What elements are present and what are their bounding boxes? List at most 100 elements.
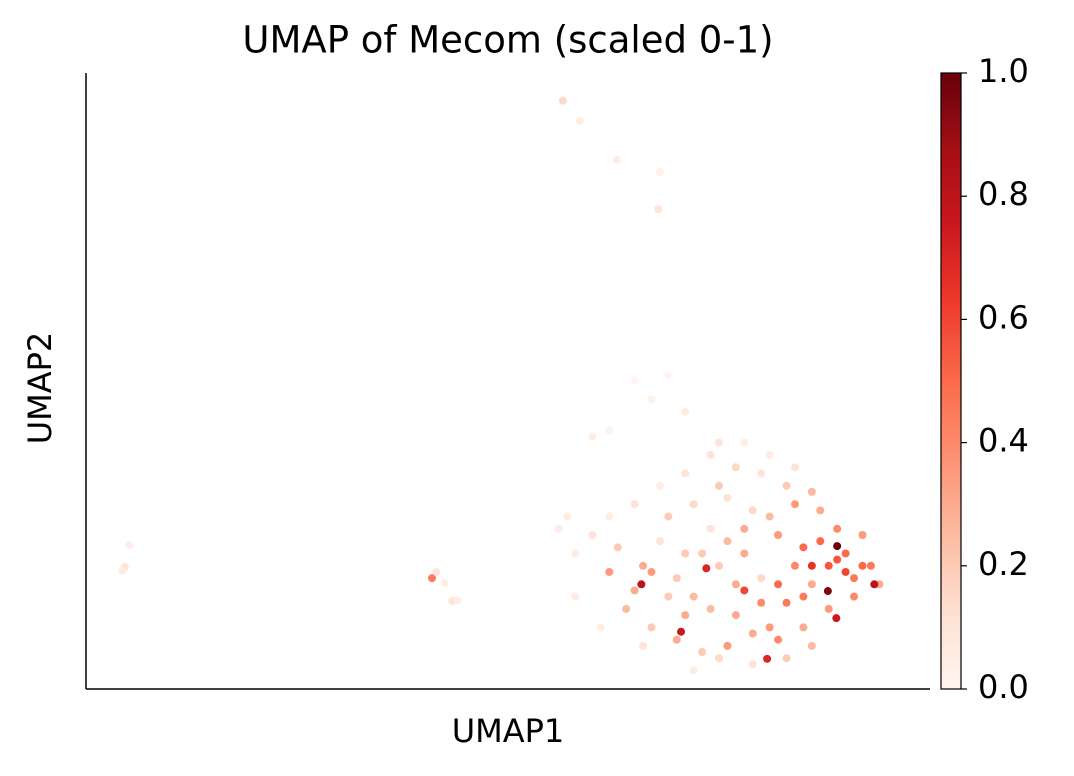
point [824,561,833,570]
point [757,598,766,607]
point [765,623,774,632]
point [765,512,774,521]
point [706,604,715,613]
point [664,592,673,601]
point [681,611,690,620]
point [782,654,791,663]
point [858,561,867,570]
point [715,438,723,447]
point [689,592,698,601]
point [613,543,622,552]
point [639,641,648,650]
colorbar-tick-label: 0.8 [978,175,1029,213]
point [715,481,723,490]
point [790,500,799,509]
point [630,500,639,509]
colorbar-tick-label: 0.6 [978,298,1029,336]
point [748,506,757,515]
point [723,641,732,650]
x-axis-label: UMAP1 [452,712,565,750]
point [774,531,783,539]
point [723,537,732,546]
point [833,524,842,533]
point [807,641,816,650]
point [807,561,816,570]
point [824,604,833,613]
point [612,155,621,164]
point [748,660,757,669]
point [637,580,646,589]
point [698,648,707,657]
point [622,604,631,613]
point [664,512,673,521]
point [647,395,656,404]
y-axis-label: UMAP2 [21,332,59,445]
point [748,629,757,638]
chart-title: UMAP of Mecom (scaled 0-1) [242,19,773,62]
point [689,500,698,509]
point [630,586,639,595]
point [639,561,648,570]
point [858,531,867,539]
point [833,542,842,551]
point [440,579,449,588]
point [605,567,614,576]
point [765,450,774,459]
point [558,96,567,105]
point [782,481,791,490]
point [672,574,681,583]
colorbar-tick-label: 1.0 [978,52,1029,90]
point [605,426,614,435]
point [125,540,134,549]
point [816,537,825,546]
point [740,549,749,558]
point [689,666,698,675]
point [799,592,808,601]
point [740,586,749,595]
point [575,117,584,126]
colorbar-tick-label: 0.4 [978,422,1029,460]
point [782,598,791,607]
point [832,614,841,623]
point [774,580,783,589]
point [654,205,663,214]
point [706,450,715,459]
point [428,574,437,583]
point [672,635,681,644]
point [596,623,605,632]
point [655,481,664,490]
point [866,561,875,570]
point [681,407,690,416]
point [841,567,850,576]
point [841,549,850,558]
point [790,561,799,570]
colorbar [940,72,962,690]
point [790,463,799,472]
point [807,487,816,496]
point [731,580,740,589]
point [816,506,825,515]
point [763,654,772,663]
point [647,623,656,632]
point [655,537,664,546]
point [740,524,749,533]
colorbar-tick-label: 0.2 [978,545,1029,583]
point [681,549,690,558]
point [630,377,639,385]
point [563,512,572,521]
point [870,580,879,589]
point [833,555,842,564]
point [823,587,832,596]
point [588,432,597,441]
point [432,567,441,576]
point [774,635,783,644]
point [715,654,723,663]
colorbar-tick-label: 0.0 [978,668,1029,706]
point [571,549,580,558]
point [723,494,732,503]
point [799,623,808,632]
point [655,168,664,177]
point [453,596,462,605]
point [740,438,749,447]
